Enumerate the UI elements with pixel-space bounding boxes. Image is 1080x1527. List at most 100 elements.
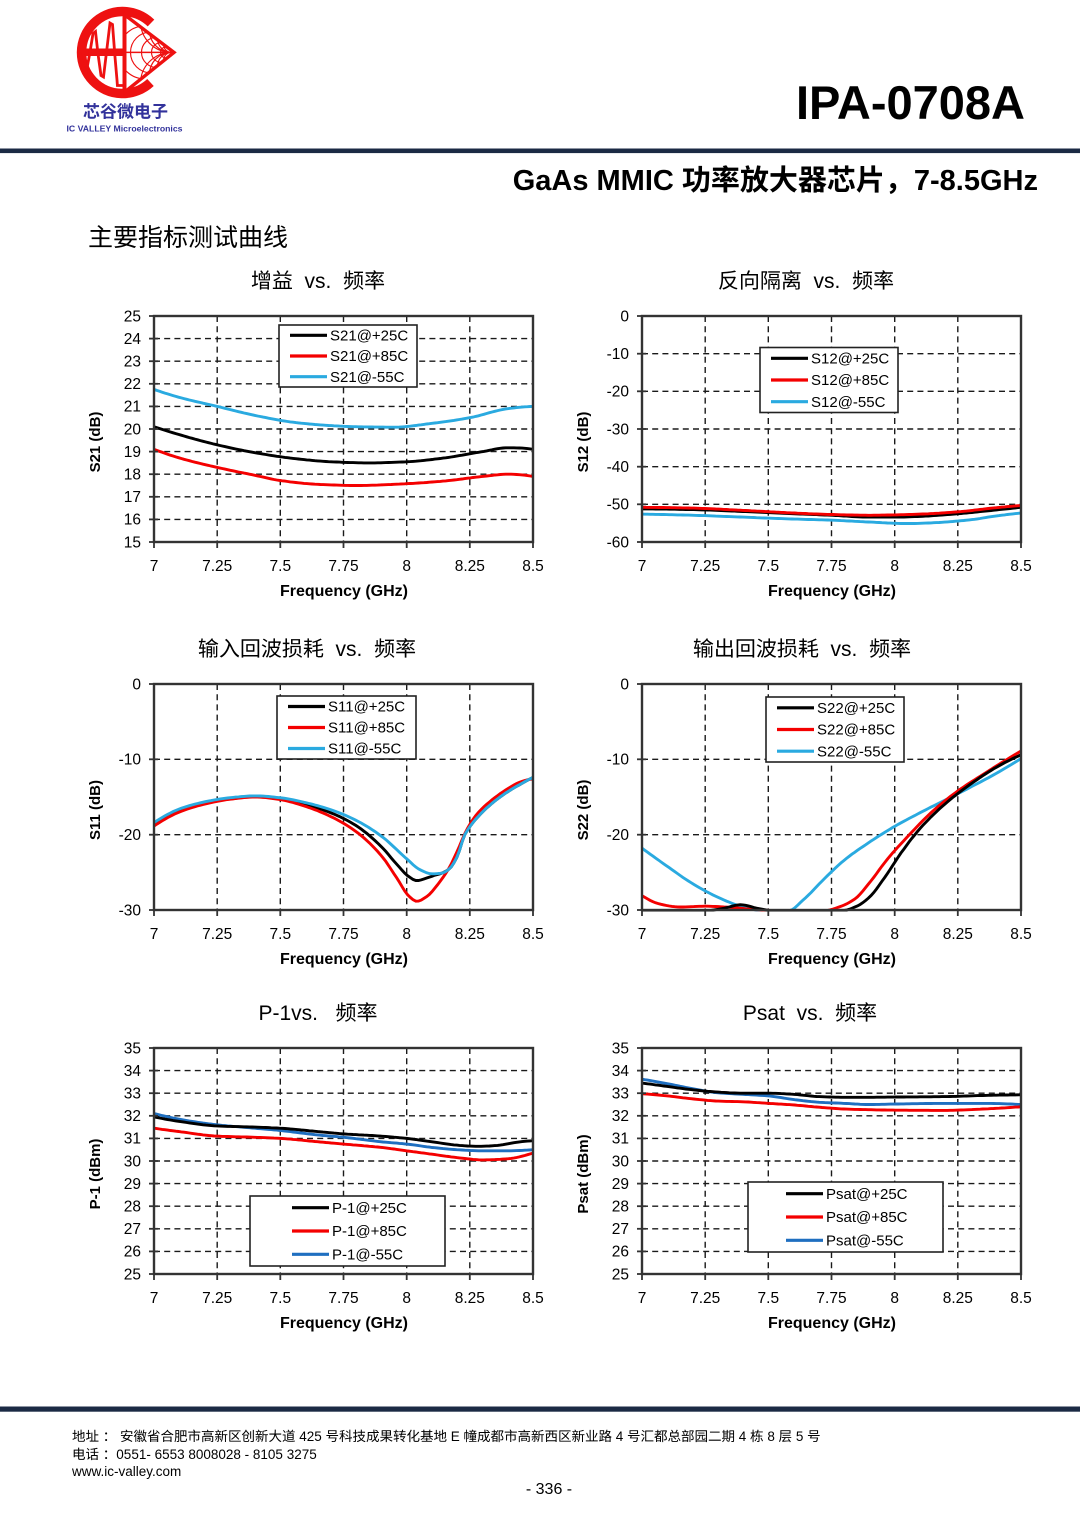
svg-text:-20: -20 (607, 384, 630, 401)
svg-text:vs.: vs. (802, 270, 852, 293)
svg-text:15: 15 (124, 534, 141, 551)
svg-text:-30: -30 (607, 421, 630, 438)
svg-text:28: 28 (612, 1199, 629, 1216)
svg-text:7: 7 (150, 926, 159, 943)
svg-text:8.5: 8.5 (1010, 926, 1032, 943)
svg-text:32: 32 (124, 1108, 141, 1125)
svg-text:P-1vs.: P-1vs. (259, 1002, 336, 1025)
svg-text:7-8.5GHz: 7-8.5GHz (914, 165, 1038, 197)
svg-text:-60: -60 (607, 534, 630, 551)
svg-text:7: 7 (638, 926, 647, 943)
svg-text:P-1@-55C: P-1@-55C (332, 1247, 403, 1264)
svg-text:vs.: vs. (819, 638, 869, 661)
svg-text:8.25: 8.25 (943, 1290, 973, 1307)
svg-text:25: 25 (124, 308, 141, 325)
svg-text:-20: -20 (119, 827, 142, 844)
svg-text:P-1 (dBm): P-1 (dBm) (87, 1139, 104, 1210)
svg-text:33: 33 (124, 1086, 141, 1103)
svg-text:Frequency (GHz): Frequency (GHz) (280, 1315, 408, 1332)
svg-text:7.75: 7.75 (328, 558, 358, 575)
svg-text:Frequency (GHz): Frequency (GHz) (768, 1315, 896, 1332)
svg-text:8.5: 8.5 (522, 926, 544, 943)
svg-text:S12@+25C: S12@+25C (811, 351, 889, 368)
svg-text:30: 30 (612, 1153, 630, 1170)
svg-text:21: 21 (124, 399, 141, 416)
svg-text:7: 7 (638, 558, 647, 575)
svg-text:Psat@+25C: Psat@+25C (826, 1186, 908, 1203)
svg-text:IPA-0708A: IPA-0708A (796, 76, 1025, 129)
svg-text:Psat@-55C: Psat@-55C (826, 1233, 904, 1250)
svg-text:4: 4 (612, 1429, 627, 1444)
svg-text:8: 8 (402, 558, 411, 575)
svg-text:35: 35 (124, 1040, 141, 1057)
svg-text:7.5: 7.5 (758, 1290, 780, 1307)
svg-text:-30: -30 (607, 902, 630, 919)
svg-text:8.25: 8.25 (943, 558, 973, 575)
svg-text:0: 0 (620, 308, 629, 325)
svg-text:7.25: 7.25 (202, 558, 232, 575)
svg-text:S21 (dB): S21 (dB) (87, 412, 104, 473)
svg-text:GaAs MMIC: GaAs MMIC (513, 165, 682, 197)
svg-text:28: 28 (124, 1199, 141, 1216)
svg-text:P-1@+25C: P-1@+25C (332, 1200, 407, 1217)
svg-text:8: 8 (764, 1429, 779, 1444)
svg-text:S11@+85C: S11@+85C (328, 720, 405, 737)
svg-text:S21@+25C: S21@+25C (330, 328, 408, 345)
svg-text:Psat@+85C: Psat@+85C (826, 1209, 908, 1226)
svg-text:S11@+25C: S11@+25C (328, 699, 405, 716)
svg-text:8: 8 (402, 1290, 411, 1307)
svg-text:vs.: vs. (324, 638, 374, 661)
svg-text:S12@-55C: S12@-55C (811, 394, 886, 411)
svg-text:S12@+85C: S12@+85C (811, 372, 889, 389)
svg-text:8.5: 8.5 (522, 1290, 544, 1307)
svg-text:-10: -10 (607, 752, 630, 769)
svg-text:22: 22 (124, 376, 141, 393)
svg-text:-30: -30 (119, 902, 142, 919)
svg-text:- 336 -: - 336 - (526, 1481, 572, 1498)
svg-text:IC VALLEY Microelectronics: IC VALLEY Microelectronics (66, 124, 182, 134)
svg-text:7: 7 (150, 1290, 159, 1307)
svg-text:7.25: 7.25 (202, 926, 232, 943)
svg-text:8.25: 8.25 (455, 926, 485, 943)
svg-text:Frequency (GHz): Frequency (GHz) (768, 583, 896, 600)
svg-text:E: E (447, 1429, 464, 1444)
svg-text:Frequency (GHz): Frequency (GHz) (280, 951, 408, 968)
svg-text:Psat (dBm): Psat (dBm) (575, 1134, 592, 1213)
svg-text:S11@-55C: S11@-55C (328, 741, 401, 758)
svg-text:0: 0 (132, 676, 141, 693)
svg-text:Frequency (GHz): Frequency (GHz) (280, 583, 408, 600)
svg-text:7: 7 (638, 1290, 647, 1307)
svg-text:26: 26 (124, 1244, 141, 1261)
svg-text:35: 35 (612, 1040, 629, 1057)
svg-text:7.5: 7.5 (270, 926, 292, 943)
svg-text:-10: -10 (119, 752, 142, 769)
svg-text:17: 17 (124, 489, 141, 506)
svg-text:7.75: 7.75 (328, 1290, 358, 1307)
svg-text:5: 5 (792, 1429, 807, 1444)
svg-text:23: 23 (124, 354, 141, 371)
svg-text:7.5: 7.5 (270, 1290, 292, 1307)
svg-text:Frequency (GHz): Frequency (GHz) (768, 951, 896, 968)
svg-text:7.75: 7.75 (816, 1290, 846, 1307)
svg-text:7.5: 7.5 (270, 558, 292, 575)
svg-text:7.5: 7.5 (758, 558, 780, 575)
svg-text:8.5: 8.5 (1010, 1290, 1032, 1307)
svg-text:19: 19 (124, 444, 141, 461)
svg-text:7.75: 7.75 (328, 926, 358, 943)
svg-text:31: 31 (612, 1131, 629, 1148)
svg-text:Psat vs.: Psat vs. (743, 1002, 835, 1025)
svg-text:-10: -10 (607, 346, 630, 363)
svg-text:16: 16 (124, 512, 141, 529)
svg-text:26: 26 (612, 1244, 629, 1261)
svg-text:27: 27 (612, 1221, 629, 1238)
svg-text:S21@-55C: S21@-55C (330, 369, 405, 386)
svg-text:-20: -20 (607, 827, 630, 844)
svg-text:29: 29 (124, 1176, 141, 1193)
svg-text:vs.: vs. (293, 270, 343, 293)
svg-text:7.25: 7.25 (690, 558, 720, 575)
svg-text:8.5: 8.5 (522, 558, 544, 575)
svg-text:29: 29 (612, 1176, 629, 1193)
svg-text:34: 34 (124, 1063, 142, 1080)
svg-text:www.ic-valley.com: www.ic-valley.com (71, 1464, 181, 1479)
svg-text:8: 8 (890, 926, 899, 943)
